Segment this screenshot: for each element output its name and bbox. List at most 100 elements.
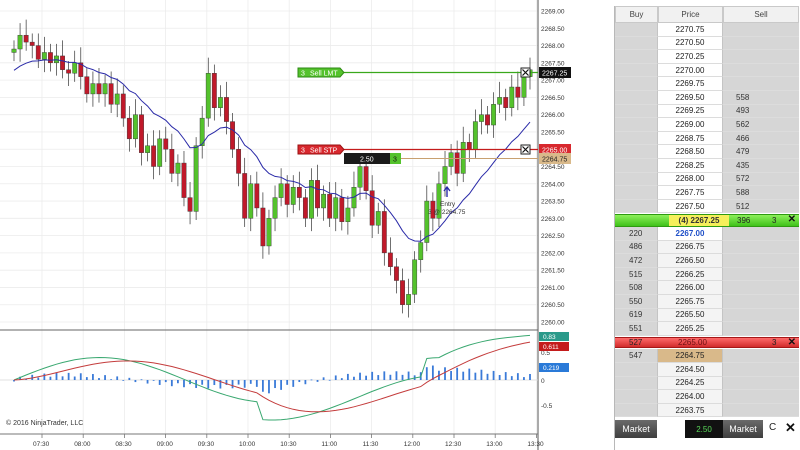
position-line[interactable]: 2.50 3 2264.75 <box>344 153 571 164</box>
sell-cell[interactable] <box>723 240 799 255</box>
sell-cell[interactable]: 435 <box>723 159 799 173</box>
quantity-display[interactable]: 2.50 <box>685 420 723 438</box>
sell-cell[interactable] <box>723 403 799 418</box>
sell-cell[interactable] <box>723 376 799 391</box>
buy-cell[interactable] <box>615 23 658 37</box>
stop-order-bar[interactable]: 527 2265.00 3 ✕ <box>615 337 799 348</box>
buy-cell[interactable]: 220 <box>615 227 658 241</box>
sell-cell[interactable] <box>723 295 799 309</box>
sell-cell[interactable] <box>723 281 799 295</box>
ladder-row[interactable]: 2268.25 435 <box>615 159 799 173</box>
ladder-row[interactable]: 2264.00 <box>615 390 799 404</box>
ladder-row[interactable]: 2269.25 493 <box>615 104 799 119</box>
sell-cell[interactable] <box>723 227 799 241</box>
ladder-row[interactable]: 2270.25 <box>615 50 799 64</box>
ladder-row[interactable]: 2269.00 562 <box>615 118 799 132</box>
osc-histogram-bar <box>164 380 167 383</box>
buy-cell[interactable]: 508 <box>615 281 658 295</box>
buy-cell[interactable]: 550 <box>615 295 658 309</box>
price-cell: 2264.25 <box>658 376 723 391</box>
sell-cell[interactable] <box>723 390 799 404</box>
sell-cell[interactable] <box>723 50 799 64</box>
price-ladder[interactable]: Buy Price Sell 2270.75 2270.50 2270.25 2270… <box>614 6 799 450</box>
ladder-row[interactable]: 2264.25 <box>615 376 799 391</box>
ladder-row[interactable]: 2264.50 <box>615 363 799 377</box>
ladder-row[interactable]: 2267.75 588 <box>615 186 799 200</box>
sell-cell[interactable]: 512 <box>723 199 799 214</box>
ladder-row[interactable]: 619 2265.50 <box>615 308 799 323</box>
ladder-row[interactable]: 550 2265.75 <box>615 295 799 309</box>
buy-cell[interactable] <box>615 36 658 51</box>
sell-cell[interactable]: 562 <box>723 118 799 132</box>
sell-cell[interactable]: 479 <box>723 145 799 159</box>
ladder-row[interactable]: 2270.00 <box>615 63 799 78</box>
ladder-row[interactable]: 508 2266.00 <box>615 281 799 295</box>
sell-cell[interactable] <box>723 322 799 336</box>
close-position-bar-icon[interactable]: ✕ <box>787 213 796 225</box>
ladder-row[interactable]: 2268.50 479 <box>615 145 799 159</box>
ladder-row[interactable]: 2268.00 572 <box>615 172 799 187</box>
sell-stop-order[interactable]: 3 Sell STP 2265.00 <box>297 144 571 155</box>
sell-cell[interactable] <box>723 363 799 377</box>
buy-cell[interactable] <box>615 186 658 200</box>
sell-cell[interactable] <box>723 36 799 51</box>
buy-cell[interactable] <box>615 145 658 159</box>
sell-stp-price: 2265.00 <box>542 148 567 155</box>
sell-cell[interactable] <box>723 63 799 78</box>
osc-histogram-bar <box>110 379 113 381</box>
buy-cell[interactable] <box>615 118 658 132</box>
sell-market-button[interactable]: Market <box>723 420 763 438</box>
buy-cell[interactable] <box>615 376 658 391</box>
entry-label: Entry <box>440 201 456 208</box>
buy-cell[interactable] <box>615 403 658 418</box>
buy-cell[interactable]: 515 <box>615 267 658 282</box>
ladder-row[interactable]: 2270.75 <box>615 23 799 37</box>
buy-cell[interactable] <box>615 131 658 146</box>
ladder-row[interactable]: 220 2267.00 <box>615 227 799 241</box>
ladder-row[interactable]: 2268.75 466 <box>615 131 799 146</box>
buy-cell[interactable] <box>615 363 658 377</box>
ladder-row[interactable]: 2267.50 512 <box>615 199 799 214</box>
buy-cell[interactable]: 486 <box>615 240 658 255</box>
ladder-row[interactable]: 2269.50 558 <box>615 91 799 105</box>
sell-cell[interactable] <box>723 254 799 268</box>
buy-cell[interactable] <box>615 63 658 78</box>
buy-cell[interactable] <box>615 159 658 173</box>
buy-cell[interactable] <box>615 172 658 187</box>
close-position-icon[interactable]: ✕ <box>785 420 796 435</box>
sell-cell[interactable]: 466 <box>723 131 799 146</box>
ladder-row[interactable]: 2270.50 <box>615 36 799 51</box>
sell-cell[interactable] <box>723 267 799 282</box>
sell-cell[interactable]: 572 <box>723 172 799 187</box>
ladder-row[interactable]: 515 2266.25 <box>615 267 799 282</box>
sell-cell[interactable] <box>723 23 799 37</box>
buy-cell[interactable]: 551 <box>615 322 658 336</box>
buy-cell[interactable]: 472 <box>615 254 658 268</box>
ladder-row[interactable]: 486 2266.75 <box>615 240 799 255</box>
buy-cell[interactable] <box>615 91 658 105</box>
ladder-row[interactable]: 2263.75 <box>615 403 799 418</box>
sell-cell[interactable]: 588 <box>723 186 799 200</box>
buy-cell[interactable] <box>615 50 658 64</box>
cancel-stop-icon[interactable]: ✕ <box>787 337 796 348</box>
buy-market-button[interactable]: Market <box>615 420 657 438</box>
ladder-row[interactable]: 551 2265.25 <box>615 322 799 336</box>
sell-cell[interactable] <box>723 349 799 363</box>
ladder-row[interactable]: 547 2264.75 <box>615 349 799 363</box>
price-chart[interactable]: 2269.00 2268.50 2268.00 2267.50 2267.00 2266.… <box>0 0 575 450</box>
ladder-row[interactable]: 2269.75 <box>615 77 799 91</box>
buy-cell[interactable] <box>615 77 658 91</box>
buy-cell[interactable]: 547 <box>615 349 658 363</box>
sell-limit-order[interactable]: 3 Sell LMT 2267.25 <box>297 67 571 78</box>
buy-cell[interactable] <box>615 104 658 119</box>
sell-cell[interactable]: 558 <box>723 91 799 105</box>
buy-cell[interactable] <box>615 199 658 214</box>
position-bar[interactable]: (4) 2267.25 396 3 ✕ <box>615 213 799 227</box>
buy-cell[interactable] <box>615 390 658 404</box>
cancel-orders-button[interactable]: C <box>769 422 777 433</box>
sell-cell[interactable]: 493 <box>723 104 799 119</box>
buy-cell[interactable]: 619 <box>615 308 658 323</box>
ladder-row[interactable]: 472 2266.50 <box>615 254 799 268</box>
sell-cell[interactable] <box>723 77 799 91</box>
sell-cell[interactable] <box>723 308 799 323</box>
